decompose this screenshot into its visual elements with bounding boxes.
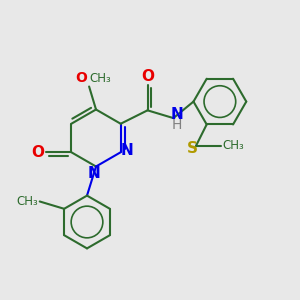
Text: O: O [31, 145, 44, 160]
Text: O: O [76, 71, 88, 85]
Text: H: H [172, 118, 182, 132]
Text: CH₃: CH₃ [90, 72, 111, 85]
Text: O: O [141, 69, 154, 84]
Text: S: S [187, 141, 198, 156]
Text: N: N [121, 143, 134, 158]
Text: CH₃: CH₃ [222, 140, 244, 152]
Text: N: N [171, 107, 183, 122]
Text: CH₃: CH₃ [16, 195, 38, 208]
Text: N: N [87, 166, 100, 181]
